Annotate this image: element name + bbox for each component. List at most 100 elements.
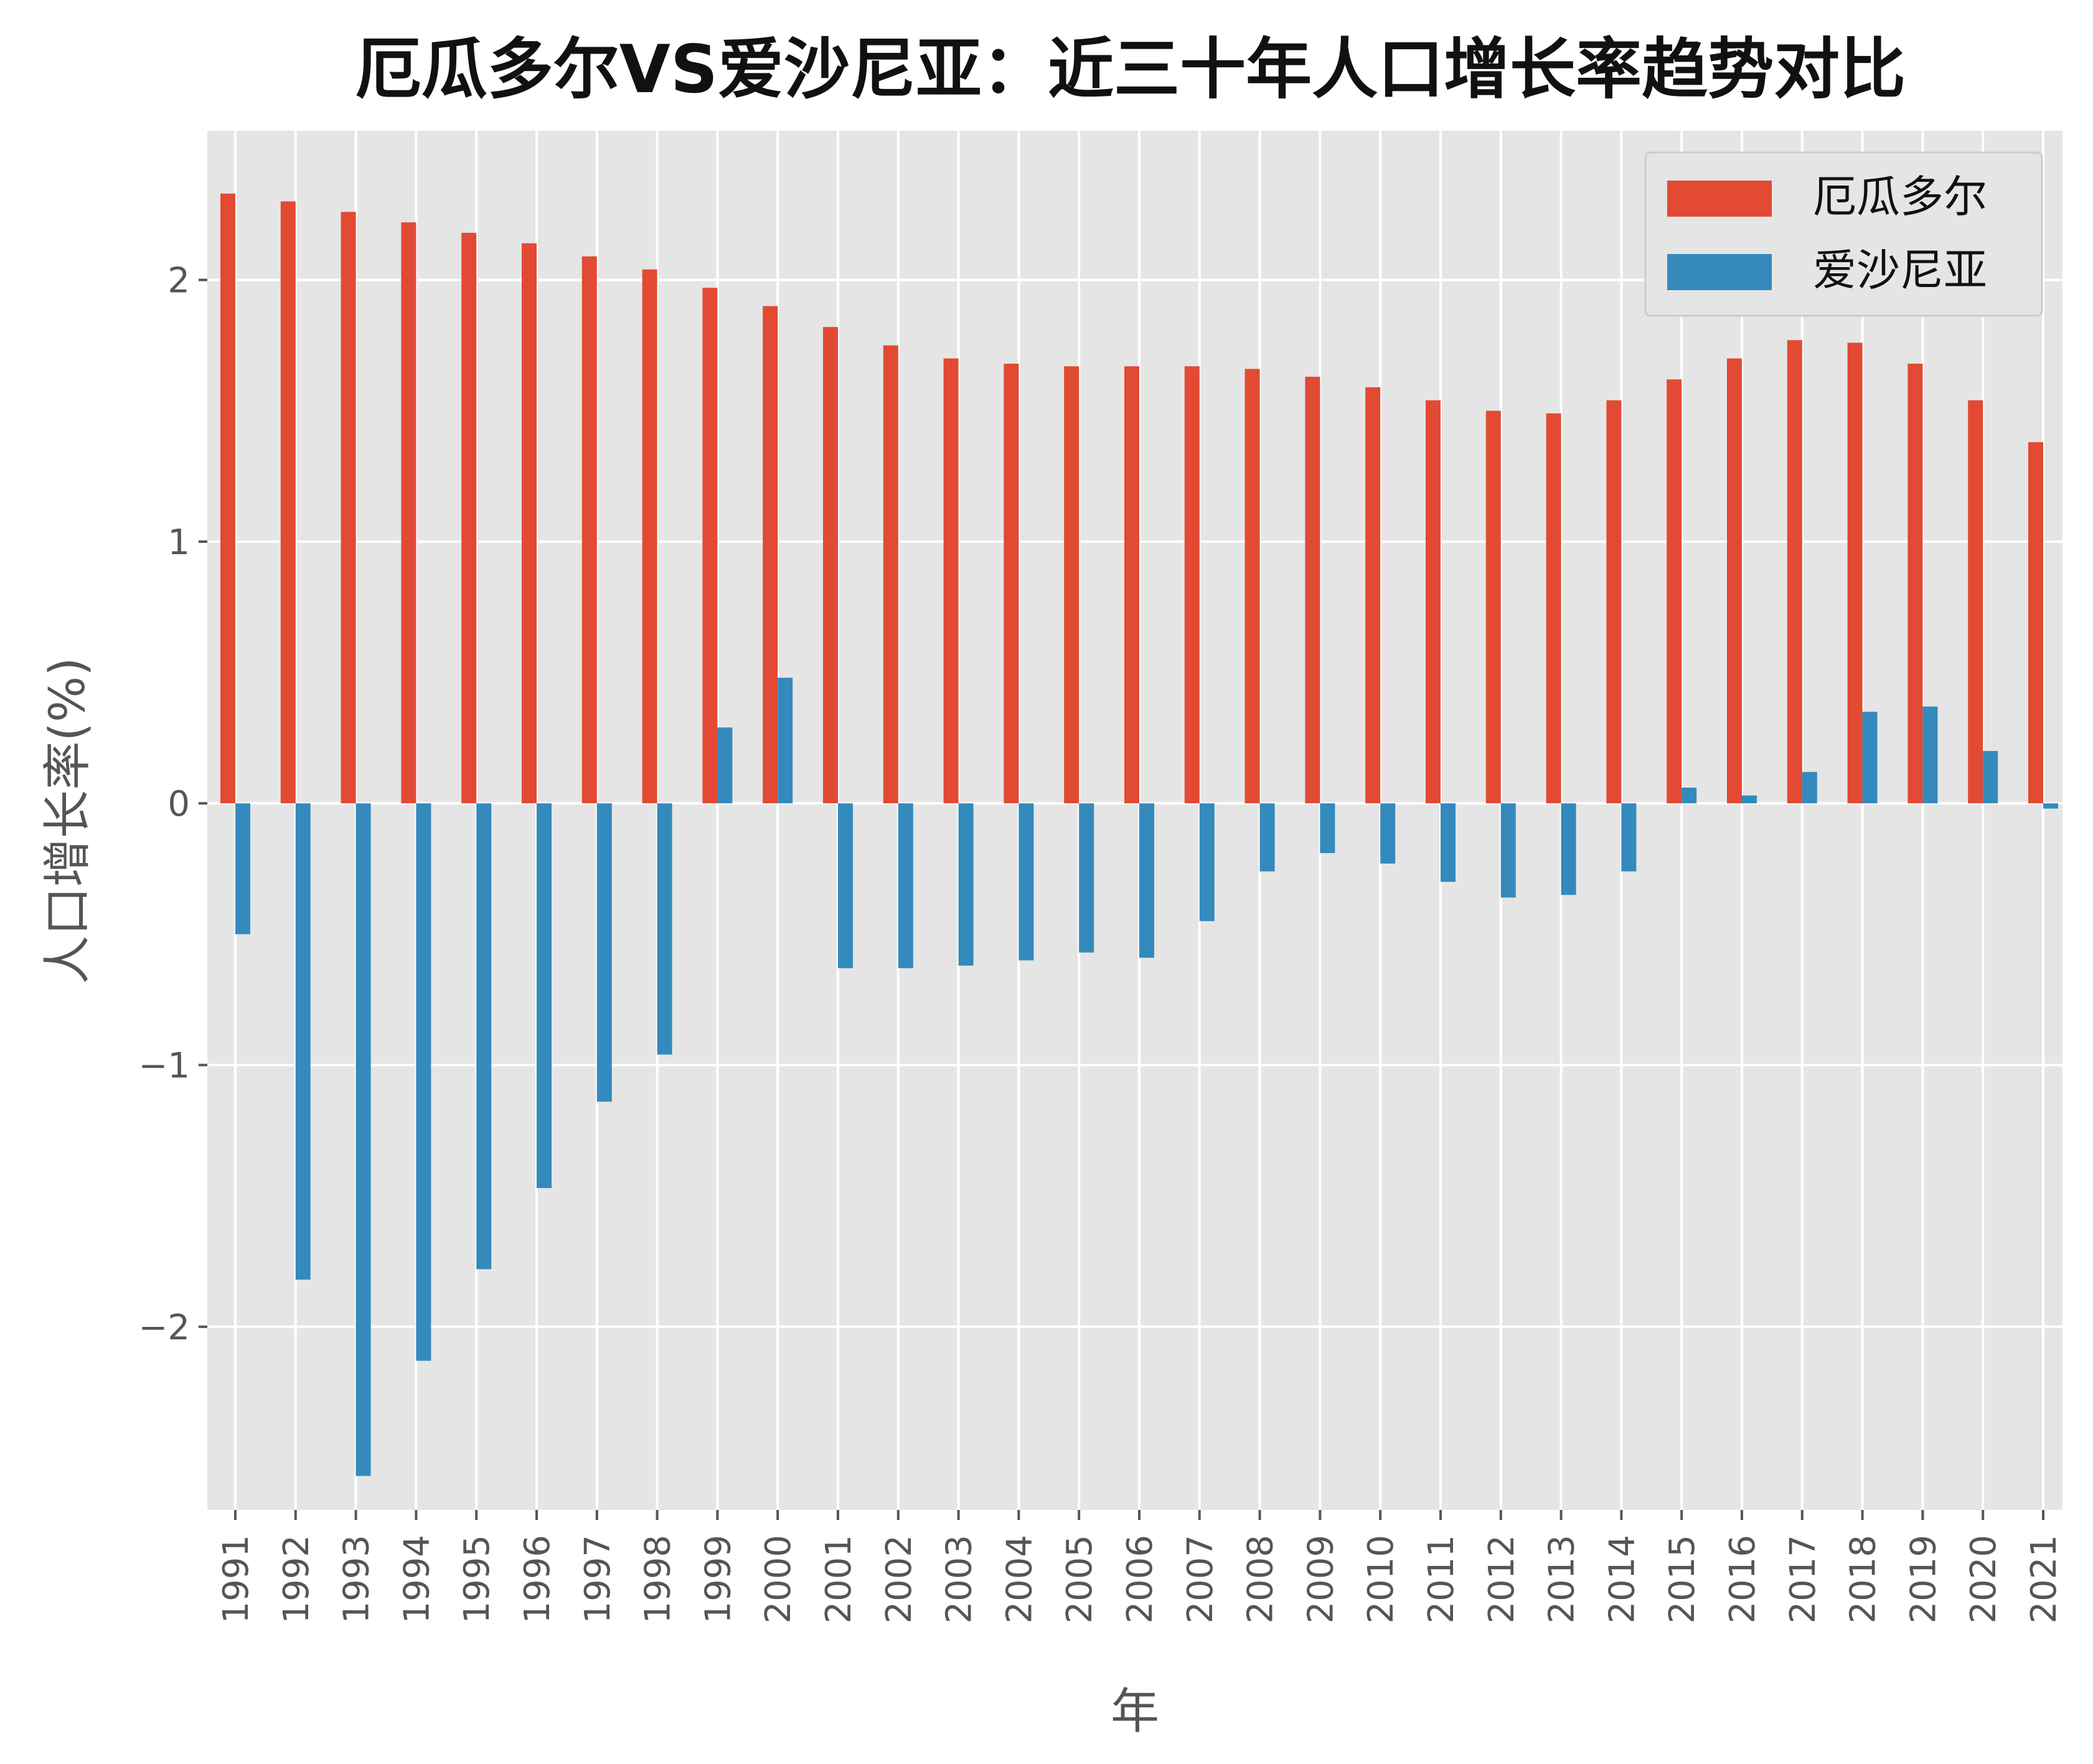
x-tick-label: 2018 — [1843, 1535, 1884, 1624]
bar-estonia — [2043, 803, 2058, 809]
bar-estonia — [1862, 712, 1878, 804]
bar-ecuador — [1847, 342, 1863, 804]
x-tick-label: 1994 — [397, 1535, 437, 1624]
bar-estonia — [1621, 803, 1637, 872]
bar-ecuador — [341, 212, 356, 804]
bar-estonia — [717, 727, 733, 804]
bar-estonia — [1320, 803, 1335, 854]
bar-estonia — [1199, 803, 1215, 922]
bar-ecuador — [883, 345, 898, 804]
legend-swatch — [1667, 181, 1772, 217]
y-tick-label: 0 — [167, 784, 190, 824]
bar-estonia — [1500, 803, 1516, 898]
bar-estonia — [416, 803, 431, 1361]
x-tick-label: 2014 — [1602, 1535, 1642, 1624]
x-tick-label: 2007 — [1180, 1535, 1221, 1624]
x-tick-label: 2021 — [2024, 1535, 2064, 1624]
x-axis-label: 年 — [1111, 1684, 1159, 1740]
bar-ecuador — [1426, 400, 1441, 804]
y-tick-label: 2 — [167, 261, 190, 301]
bar-estonia — [537, 803, 552, 1189]
chart-title: 厄瓜多尔VS爱沙尼亚：近三十年人口增长率趋势对比 — [355, 31, 1906, 108]
x-tick-label: 1997 — [578, 1535, 618, 1624]
bars — [220, 193, 2058, 1476]
bar-estonia — [1259, 803, 1275, 872]
bar-estonia — [838, 803, 853, 968]
x-tick-label: 2010 — [1361, 1535, 1401, 1624]
bar-ecuador — [1907, 364, 1923, 804]
x-tick-label: 2003 — [939, 1535, 980, 1624]
x-tick-label: 2020 — [1964, 1535, 2004, 1624]
bar-ecuador — [1004, 364, 1019, 804]
bar-estonia — [355, 803, 371, 1476]
bar-ecuador — [1124, 366, 1139, 804]
x-tick-label: 2013 — [1542, 1535, 1583, 1624]
bar-estonia — [476, 803, 492, 1270]
bar-estonia — [1922, 706, 1938, 804]
bar-ecuador — [943, 358, 959, 804]
x-tick-label: 2002 — [879, 1535, 920, 1624]
x-tick-label: 2001 — [819, 1535, 859, 1624]
bar-ecuador — [1606, 400, 1622, 804]
legend-label: 厄瓜多尔 — [1813, 171, 1987, 222]
x-tick-label: 1992 — [276, 1535, 317, 1624]
x-tick-label: 1993 — [337, 1535, 377, 1624]
bar-ecuador — [1244, 369, 1260, 804]
bar-ecuador — [1485, 410, 1501, 804]
bar-ecuador — [702, 288, 718, 804]
x-tick-label: 2017 — [1783, 1535, 1823, 1624]
bar-ecuador — [461, 232, 477, 804]
bar-ecuador — [1064, 366, 1079, 804]
bar-estonia — [958, 803, 974, 966]
y-axis-ticks: −2 −1 0 1 2 — [138, 261, 207, 1348]
bar-ecuador — [522, 243, 537, 804]
x-tick-label: 2016 — [1723, 1535, 1763, 1624]
plot-area — [207, 131, 2062, 1510]
x-tick-label: 1996 — [517, 1535, 558, 1624]
legend-label: 爱沙尼亚 — [1813, 245, 1987, 296]
bar-ecuador — [1305, 377, 1320, 804]
x-tick-label: 2015 — [1662, 1535, 1703, 1624]
bar-estonia — [596, 803, 612, 1102]
bar-ecuador — [1546, 413, 1561, 804]
bar-ecuador — [1968, 400, 1983, 804]
bar-ecuador — [1667, 379, 1682, 804]
x-tick-label: 1998 — [638, 1535, 679, 1624]
x-tick-label: 1995 — [457, 1535, 497, 1624]
bar-ecuador — [763, 306, 778, 804]
x-tick-label: 2019 — [1903, 1535, 1944, 1624]
bar-ecuador — [1184, 366, 1200, 804]
y-tick-label: −1 — [138, 1045, 190, 1086]
bar-ecuador — [642, 269, 657, 804]
bar-estonia — [1561, 803, 1576, 895]
x-tick-label: 2008 — [1241, 1535, 1281, 1624]
bar-estonia — [657, 803, 672, 1055]
bar-estonia — [1139, 803, 1154, 958]
bar-estonia — [1983, 751, 1998, 804]
bar-ecuador — [823, 327, 838, 804]
bar-estonia — [1380, 803, 1396, 864]
x-tick-label: 2005 — [1060, 1535, 1100, 1624]
bar-estonia — [1742, 795, 1757, 804]
y-tick-label: 1 — [167, 522, 190, 563]
x-tick-label: 1999 — [698, 1535, 738, 1624]
x-tick-label: 2004 — [999, 1535, 1040, 1624]
bar-ecuador — [1787, 340, 1802, 804]
y-tick-label: −2 — [138, 1308, 190, 1348]
bar-estonia — [235, 803, 250, 935]
bar-estonia — [1079, 803, 1094, 953]
x-tick-label: 2006 — [1120, 1535, 1160, 1624]
x-tick-label: 2009 — [1300, 1535, 1341, 1624]
bar-estonia — [1802, 771, 1817, 804]
bar-estonia — [898, 803, 913, 968]
bar-ecuador — [581, 256, 597, 804]
bar-estonia — [778, 677, 793, 804]
bar-estonia — [295, 803, 311, 1280]
x-tick-label: 2012 — [1482, 1535, 1522, 1624]
bar-estonia — [1441, 803, 1456, 882]
bar-ecuador — [2028, 442, 2043, 804]
legend-swatch — [1667, 254, 1772, 290]
